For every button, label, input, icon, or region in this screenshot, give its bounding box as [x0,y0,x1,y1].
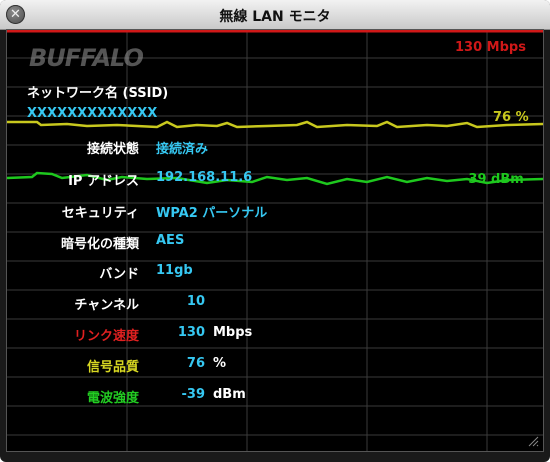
band-value: 11gb [156,263,193,278]
monitor-panel: BUFFALO 130 Mbps 76 % -39 dBm ネットワーク名 (S… [6,29,544,452]
encryption-value: AES [156,233,185,248]
quality-graph-label: 76 % [493,110,529,125]
signal-strength-value: -39 [181,387,206,402]
ip-address-value: 192.168.11.6 [156,170,253,185]
security-value: WPA2 パーソナル [156,206,268,221]
link-speed-graph-label: 130 Mbps [455,40,526,55]
resize-grip-icon[interactable] [527,435,539,447]
connection-status-label: 接続状態 [86,142,139,157]
channel-label: チャンネル [74,298,139,313]
signal-strength-label: 電波強度 [86,391,139,406]
graph-grid [7,30,543,451]
channel-value: 10 [186,294,205,309]
link-speed-unit: Mbps [213,325,253,340]
signal-quality-label: 信号品質 [86,360,139,375]
ip-address-label: IP アドレス [68,174,139,189]
band-label: バンド [99,267,139,282]
signal-quality-line [7,120,543,129]
security-label: セキュリティ [61,206,139,221]
ssid-label: ネットワーク名 (SSID) [27,86,169,101]
signal-quality-value: 76 [186,356,205,371]
signal-graph-label: -39 dBm [463,172,524,187]
close-icon[interactable]: ✕ [6,5,25,24]
signal-quality-unit: % [213,356,227,371]
buffalo-logo: BUFFALO [29,44,144,72]
window-title: 無線 LAN モニタ [219,9,331,25]
link-speed-value: 130 [177,325,205,340]
link-speed-label: リンク速度 [73,329,139,344]
ssid-value: XXXXXXXXXXXXX [27,106,158,121]
title-bar[interactable]: ✕ 無線 LAN モニタ [0,0,550,30]
signal-strength-line [7,171,543,186]
connection-status-value: 接続済み [156,142,209,157]
encryption-label: 暗号化の種類 [60,237,139,252]
signal-strength-unit: dBm [213,387,246,402]
